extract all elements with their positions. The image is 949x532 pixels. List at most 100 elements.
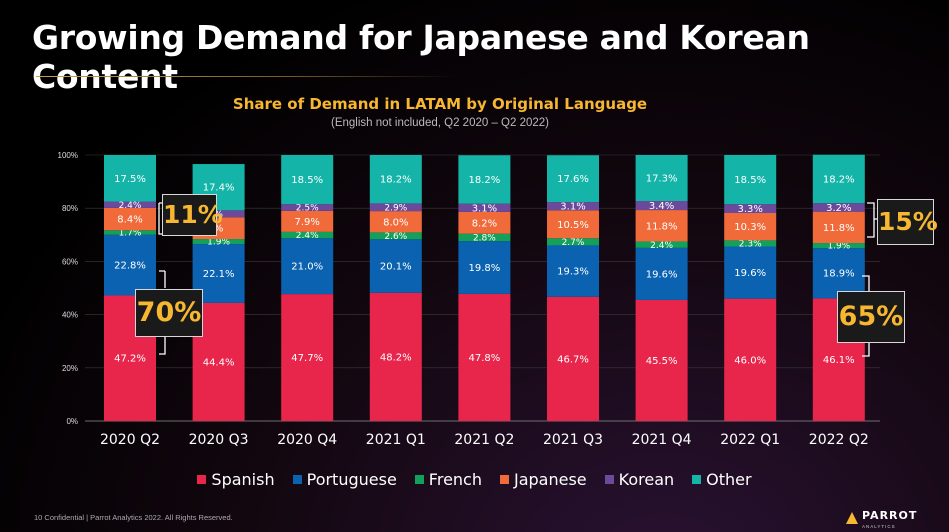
data-label: 47.2%: [114, 354, 146, 365]
bar-segment-other: [812, 154, 865, 204]
data-label: 7.9%: [294, 217, 319, 228]
data-label: 10.5%: [557, 220, 589, 231]
x-tick-label: 2021 Q1: [366, 432, 426, 448]
data-label: 47.7%: [291, 353, 323, 364]
bar-segment-portuguese: [547, 245, 599, 297]
bar-segment-spanish: [281, 294, 334, 421]
data-label: 3.2%: [826, 203, 851, 214]
bar-segment-japanese: [104, 207, 156, 231]
bar-segment-portuguese: [724, 246, 777, 299]
callout-japanese-korean-2020: 11%: [162, 194, 223, 236]
data-label: 19.8%: [469, 263, 501, 274]
data-label: 11.8%: [646, 221, 678, 232]
callout-bracket: [867, 202, 877, 238]
bar-segment-spanish: [458, 293, 511, 421]
bar-segment-japanese: [724, 212, 777, 241]
bar-segment-french: [281, 231, 334, 239]
legend-swatch: [692, 475, 702, 484]
data-label: 48.2%: [380, 352, 412, 363]
data-label: 1.9%: [207, 238, 230, 248]
data-label: 3.1%: [560, 202, 585, 213]
data-label: 1.9%: [827, 242, 850, 252]
y-tick-label: 40%: [62, 311, 78, 320]
bar-segment-other: [724, 155, 777, 205]
x-tick-label: 2022 Q2: [809, 432, 869, 448]
chart-title: Share of Demand in LATAM by Original Lan…: [232, 95, 648, 113]
data-label: 17.4%: [203, 183, 235, 194]
data-label: 46.1%: [823, 355, 855, 366]
bar-segment-french: [547, 238, 599, 246]
data-label: 2.8%: [473, 234, 496, 244]
bar-segment-other: [369, 155, 422, 204]
bar-segment-other: [547, 155, 599, 203]
bar-segment-japanese: [369, 211, 422, 233]
bar-segment-portuguese: [635, 247, 688, 300]
legend-item-japanese: Japanese: [499, 470, 587, 489]
data-label: 10.3%: [734, 222, 766, 233]
data-label: 18.5%: [291, 175, 323, 186]
data-label: 2.4%: [296, 231, 319, 241]
bar-segment-portuguese: [281, 238, 334, 295]
legend-item-portuguese: Portuguese: [292, 470, 397, 489]
data-label: 17.5%: [114, 174, 146, 185]
bar-segment-korean: [547, 202, 599, 211]
data-label: 44.4%: [203, 357, 235, 368]
legend-swatch: [499, 475, 509, 484]
bar-segment-japanese: [458, 211, 511, 234]
data-label: 45.5%: [646, 356, 678, 367]
x-tick-label: 2021 Q3: [543, 432, 603, 448]
legend-item-other: Other: [692, 470, 752, 489]
y-tick-label: 60%: [62, 257, 78, 266]
chart-subtitle: (English not included, Q2 2020 – Q2 2022…: [330, 117, 549, 129]
data-label: 3.3%: [737, 204, 762, 215]
parrot-logo-icon: [846, 511, 858, 524]
data-label: %: [214, 210, 223, 220]
data-label: 18.2%: [380, 175, 412, 186]
bar-segment-spanish: [635, 299, 688, 421]
bar-segment-french: [104, 230, 156, 235]
legend-label: Spanish: [211, 470, 275, 489]
parrot-analytics-logo: PARROT ANALYTICS: [846, 506, 917, 529]
callout-bracket: [159, 270, 166, 355]
bar-segment-korean: [458, 203, 511, 212]
callout-spanish-2022: 65%: [837, 291, 905, 343]
bar-segment-french: [458, 233, 511, 242]
chart-legend: Spanish Portuguese French Japanese Korean Oth…: [0, 470, 949, 489]
bar-segment-portuguese: [458, 241, 511, 294]
data-label: 18.2%: [469, 175, 501, 186]
bar-segment-other: [458, 155, 511, 204]
bar-segment-other: [635, 155, 688, 202]
bar-segment-korean: [369, 203, 422, 212]
data-label: 19.3%: [557, 267, 589, 278]
x-tick-label: 2020 Q2: [100, 432, 160, 448]
data-label: 8.0%: [383, 217, 408, 228]
x-tick-label: 2021 Q4: [632, 432, 692, 448]
data-label: 3.1%: [472, 203, 497, 214]
legend-label: Portuguese: [306, 470, 397, 489]
data-label: 2.3%: [739, 240, 762, 250]
data-label: 18.5%: [734, 175, 766, 186]
bar-segment-french: [812, 243, 865, 249]
bar-segment-japanese: [635, 210, 688, 242]
callout-japanese-korean-2022: 15%: [877, 199, 938, 245]
data-label: 8.2%: [472, 218, 497, 229]
bar-segment-korean: [635, 201, 688, 211]
x-tick-label: 2022 Q1: [720, 432, 780, 448]
legend-item-french: French: [414, 470, 482, 489]
footer-text: 10 Confidential | Parrot Analytics 2022.…: [34, 513, 233, 522]
bar-segment-other: [104, 155, 156, 202]
bar-segment-portuguese: [369, 239, 422, 293]
data-label: 22.1%: [203, 269, 235, 280]
data-label: 19.6%: [734, 268, 766, 279]
data-label: 2.5%: [296, 204, 319, 214]
data-label: 18.9%: [823, 269, 855, 280]
legend-label: Japanese: [513, 470, 587, 489]
data-label: 19.6%: [646, 269, 678, 280]
data-label: 17.6%: [557, 174, 589, 185]
data-label: 2.4%: [119, 201, 142, 211]
data-label: 11.8%: [823, 223, 855, 234]
bar-segment-portuguese: [104, 234, 156, 296]
bar-segment-spanish: [369, 292, 422, 421]
data-label: 8.4%: [117, 215, 142, 226]
